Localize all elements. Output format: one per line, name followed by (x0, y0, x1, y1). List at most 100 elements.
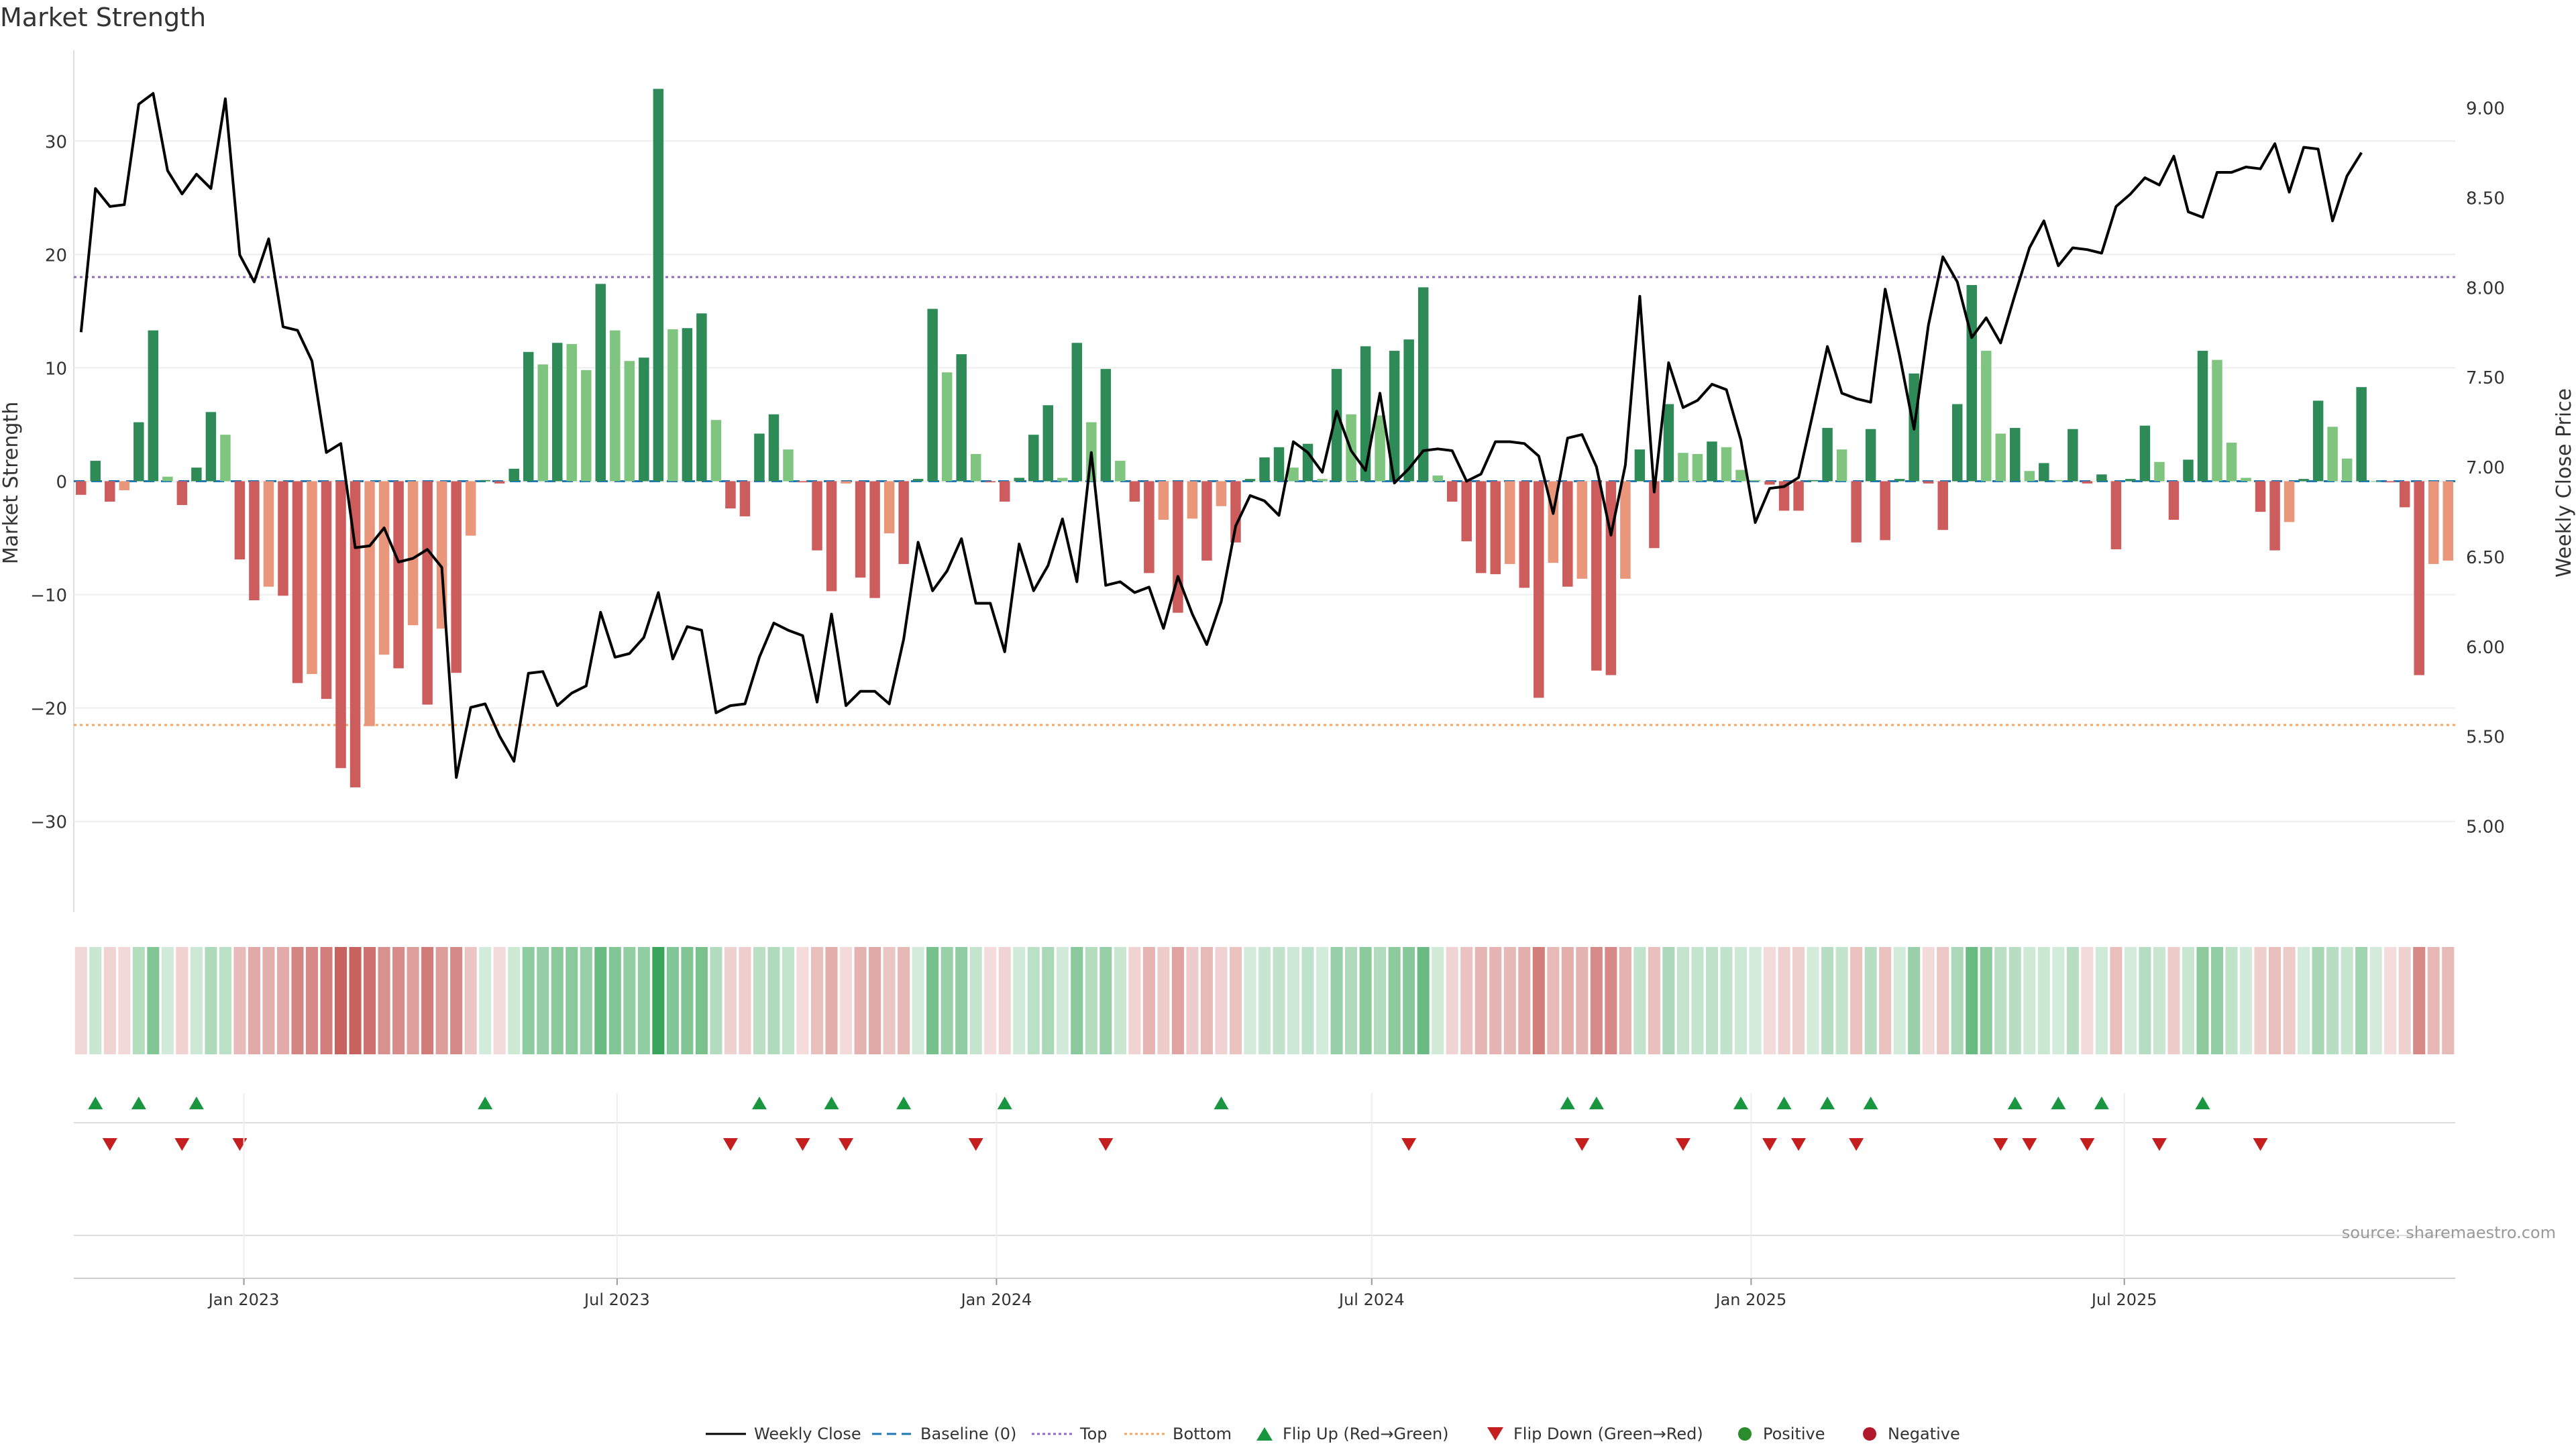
strength-bar (667, 329, 678, 482)
strength-bar (912, 479, 924, 482)
weekly-close-series (79, 92, 2363, 779)
x-tick-label: Jan 2024 (960, 1290, 1032, 1309)
strength-bar (696, 313, 707, 482)
strength-bar (2096, 474, 2107, 482)
x-axis: Jan 2023 Jul 2023 Jan 2024 Jul 2024 Jan 2025… (74, 1093, 2455, 1309)
strength-bar (1620, 481, 1631, 579)
heat-cell (1518, 947, 1531, 1054)
x-tick-label: Jul 2024 (1338, 1290, 1405, 1309)
strength-bar (1750, 480, 1761, 482)
strength-bar (119, 481, 130, 491)
flip-up-marker (1863, 1097, 1878, 1109)
strength-bar (1678, 453, 1688, 482)
heat-cell (796, 947, 809, 1054)
heat-cell (998, 947, 1011, 1054)
flip-up-marker (896, 1097, 912, 1109)
strength-bar (465, 481, 476, 536)
heat-cell (1287, 947, 1300, 1054)
heat-cell (1720, 947, 1733, 1054)
y2-tick-label: 8.50 (2466, 189, 2505, 209)
flip-up-marker (2094, 1097, 2109, 1109)
strength-bar (985, 481, 996, 483)
heat-cell (1749, 947, 1762, 1054)
heat-cell (1489, 947, 1502, 1054)
heat-cell (2153, 947, 2165, 1054)
strength-bar (2356, 387, 2367, 482)
flip-up-marker (997, 1097, 1012, 1109)
heat-cell (1099, 947, 1112, 1054)
strength-bar (2010, 428, 2021, 482)
y-tick-label: 10 (45, 359, 67, 379)
strength-bar (1807, 480, 1819, 482)
heat-cell (926, 947, 939, 1054)
heat-cell (2110, 947, 2123, 1054)
strength-bar (537, 364, 548, 482)
strength-bar (1475, 481, 1487, 573)
strength-bar (1144, 481, 1155, 573)
heat-cell (176, 947, 189, 1054)
y2-tick-label: 8.00 (2466, 278, 2505, 298)
heat-cell (608, 947, 621, 1054)
heat-cell (594, 947, 607, 1054)
strength-bar (1793, 481, 1804, 511)
strength-bar (90, 461, 101, 482)
strength-bar (970, 453, 981, 482)
flip-down-marker (1791, 1138, 1807, 1151)
strength-bar (1707, 441, 1717, 482)
heat-cell (1951, 947, 1964, 1054)
legend-bottom: Bottom (1124, 1420, 1232, 1447)
strength-bar (1966, 284, 1977, 482)
strength-bar (1417, 287, 1429, 482)
heat-cell (493, 947, 506, 1054)
strength-bar (653, 89, 664, 482)
heat-cell (1807, 947, 1819, 1054)
heat-cell (969, 947, 982, 1054)
strength-bar (754, 433, 765, 482)
heat-cell (74, 947, 87, 1054)
strength-bar (2284, 481, 2295, 522)
strength-bars (76, 89, 2453, 788)
heat-cell (1200, 947, 1213, 1054)
strength-bar (176, 481, 188, 506)
strength-bar (1360, 346, 1371, 482)
heat-cell (1922, 947, 1935, 1054)
x-tick-label: Jan 2023 (207, 1290, 280, 1309)
heat-cell (1013, 947, 1026, 1054)
heat-cell (364, 947, 376, 1054)
strength-bar (2139, 425, 2151, 482)
heat-cell (1937, 947, 1949, 1054)
strength-bar (2443, 481, 2453, 561)
heat-cell (132, 947, 145, 1054)
strength-bar (1014, 478, 1024, 482)
strength-bar (205, 412, 217, 482)
heat-cell (349, 947, 362, 1054)
heat-cell (392, 947, 405, 1054)
strength-bar (162, 476, 173, 482)
heat-cell (334, 947, 347, 1054)
strength-bar (307, 481, 317, 674)
strength-bar (1562, 481, 1573, 587)
strength-bar (1115, 461, 1126, 482)
heat-cell (1503, 947, 1516, 1054)
heat-cell (464, 947, 477, 1054)
strength-bar (2341, 458, 2353, 482)
heat-cell (320, 947, 333, 1054)
strength-bar (1187, 481, 1198, 519)
y-axis-label: Market Strength (0, 402, 23, 564)
strength-bar (335, 481, 346, 769)
heat-cell (840, 947, 853, 1054)
heat-cell (2167, 947, 2180, 1054)
strength-bar (2168, 481, 2180, 520)
flip-up-marker (2051, 1097, 2066, 1109)
heat-cell (147, 947, 160, 1054)
heat-cell (1994, 947, 2007, 1054)
strength-bar (321, 481, 332, 700)
heat-cell (580, 947, 592, 1054)
heat-cell (479, 947, 492, 1054)
strength-bar (278, 481, 288, 596)
strength-bar (2082, 481, 2093, 484)
strength-bar (1230, 481, 1241, 543)
heat-cell (695, 947, 708, 1054)
flip-down-marker (102, 1138, 117, 1151)
heat-cell (1576, 947, 1589, 1054)
